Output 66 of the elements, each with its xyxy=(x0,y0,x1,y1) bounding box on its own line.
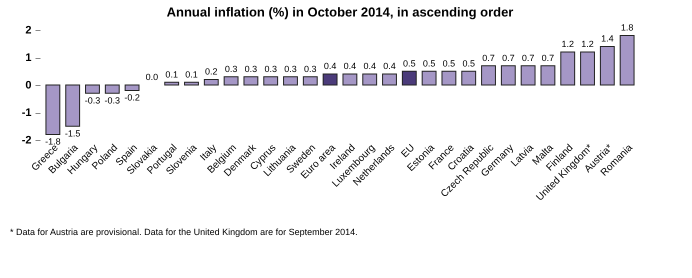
bar xyxy=(164,82,180,86)
data-label: 0.7 xyxy=(542,52,554,63)
bar xyxy=(600,46,615,86)
data-label: 0.4 xyxy=(344,61,356,71)
bar xyxy=(362,74,378,86)
data-label: 0.7 xyxy=(502,52,515,63)
bar xyxy=(481,65,496,86)
chart-title: Annual inflation (%) in October 2014, in ascending order xyxy=(166,4,514,20)
bar xyxy=(45,84,60,135)
data-label: 0.2 xyxy=(205,66,218,76)
data-label: 1.2 xyxy=(581,39,594,49)
data-label: -0.3 xyxy=(104,95,120,106)
data-label: 0.5 xyxy=(462,58,475,68)
bar xyxy=(422,70,437,86)
data-label: 0.7 xyxy=(482,52,495,63)
y-tick-label: -2 xyxy=(22,134,32,146)
bar xyxy=(520,65,536,86)
data-label: -1.5 xyxy=(64,128,80,138)
bar xyxy=(540,65,556,86)
bar xyxy=(65,84,80,127)
bar xyxy=(580,52,595,86)
bar xyxy=(243,76,258,86)
data-label: -0.2 xyxy=(124,92,140,102)
bar xyxy=(104,84,120,94)
data-label: 0.3 xyxy=(284,64,297,74)
bar xyxy=(560,52,576,86)
data-label: 1.8 xyxy=(620,22,634,32)
y-tick-label: 1 xyxy=(25,52,32,64)
text: * Data for Austria are provisional. Data for the United Kingdom are for September 2014. xyxy=(10,227,358,237)
bar xyxy=(224,76,239,86)
data-label: 0.7 xyxy=(522,52,534,63)
data-label: 0.1 xyxy=(165,69,178,80)
data-label: -1.8 xyxy=(45,136,61,146)
data-label: 0.3 xyxy=(224,64,238,74)
data-label: 0.0 xyxy=(146,72,158,82)
data-label: 0.3 xyxy=(244,64,258,74)
bar xyxy=(322,74,338,86)
bar xyxy=(620,35,635,86)
y-tick-label: 0 xyxy=(25,80,32,92)
data-label: 0.5 xyxy=(422,58,436,68)
bar xyxy=(342,74,358,86)
bar xyxy=(461,70,476,86)
data-label: 0.4 xyxy=(324,61,336,71)
data-label: 1.2 xyxy=(561,39,574,49)
data-label: -0.3 xyxy=(84,95,100,106)
y-tick-label: 2 xyxy=(25,24,32,36)
bar xyxy=(402,70,417,86)
data-label: 0.5 xyxy=(442,58,456,68)
bar xyxy=(85,84,100,94)
bar xyxy=(441,70,456,86)
bar xyxy=(302,76,318,86)
data-label: 0.1 xyxy=(185,69,198,80)
bar xyxy=(283,76,298,86)
data-label: 0.5 xyxy=(403,58,416,68)
bar xyxy=(184,82,199,86)
data-label: 0.3 xyxy=(304,64,317,74)
data-label: 1.4 xyxy=(601,34,614,44)
bar xyxy=(382,74,397,86)
bar xyxy=(124,84,140,91)
bar xyxy=(500,65,516,86)
bar xyxy=(263,76,278,86)
data-label: 0.3 xyxy=(264,64,277,74)
data-label: 0.4 xyxy=(383,61,396,71)
data-label: 0.4 xyxy=(363,61,376,71)
y-tick-label: -1 xyxy=(22,107,32,119)
bar xyxy=(204,79,219,86)
